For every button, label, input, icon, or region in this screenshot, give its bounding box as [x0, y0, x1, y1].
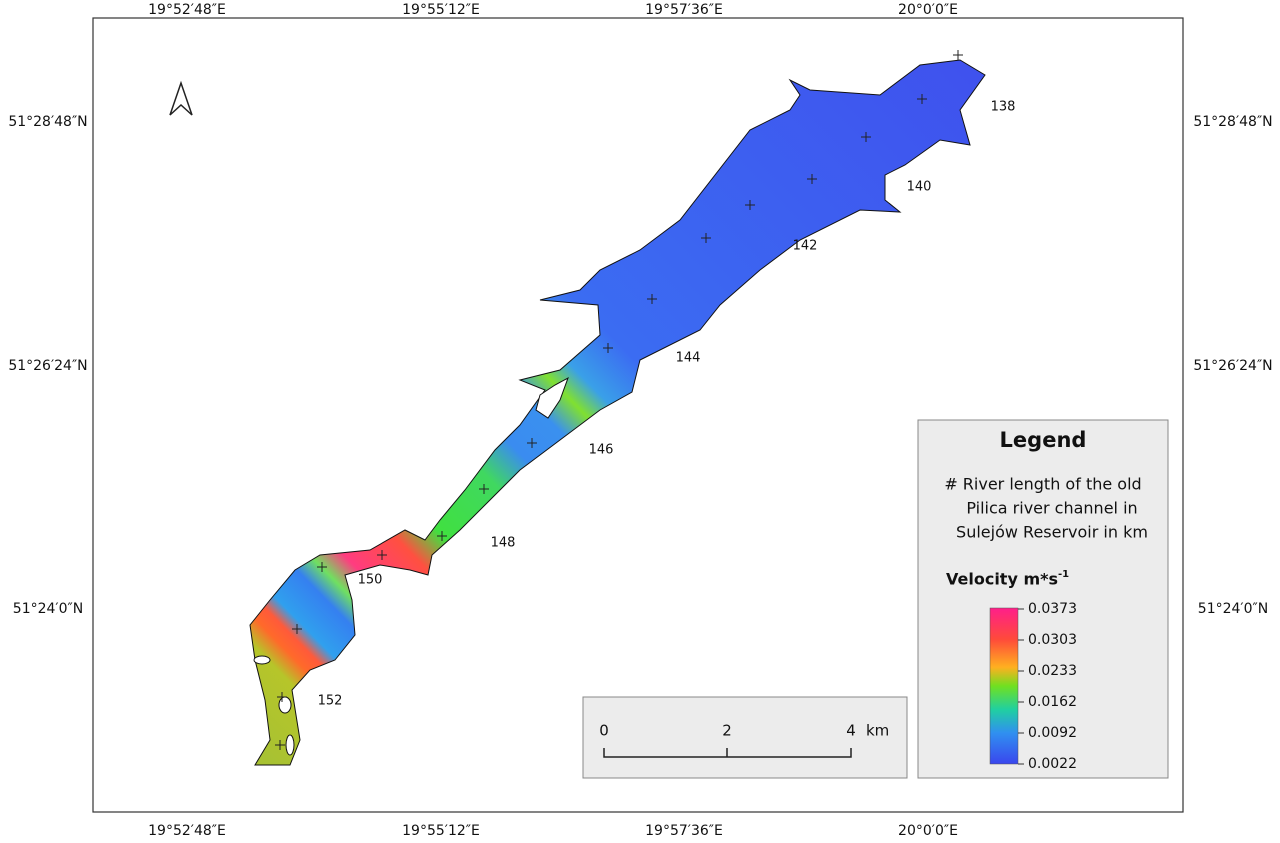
island: [278, 696, 292, 714]
scale-label: 2: [722, 722, 732, 740]
km-cross: [292, 624, 302, 634]
river-km-label: 148: [491, 536, 516, 551]
scale-unit: km: [866, 722, 889, 740]
legend-title: Legend: [1000, 428, 1087, 452]
colorbar-label: 0.0373: [1028, 601, 1077, 617]
colorbar: [989, 607, 1019, 765]
km-cross: [275, 740, 285, 750]
longitude-label: 19°52′48″E: [148, 2, 226, 18]
colorbar-label: 0.0022: [1028, 756, 1077, 772]
north-arrow: [169, 80, 193, 116]
km-cross: [917, 94, 927, 104]
river-km-label: 138: [991, 100, 1016, 115]
river-km-label: 150: [358, 573, 383, 588]
km-cross: [861, 132, 871, 142]
scale-box: [582, 696, 908, 779]
longitude-label: 19°55′12″E: [402, 2, 480, 18]
latitude-label: 51°28′48″N: [1193, 114, 1272, 130]
colorbar-label: 0.0233: [1028, 663, 1077, 679]
legend-description: # River length of the old: [944, 475, 1141, 494]
longitude-label: 19°52′48″E: [148, 823, 226, 839]
km-cross: [745, 200, 755, 210]
km-cross: [701, 233, 711, 243]
river-km-label: 152: [318, 694, 343, 709]
island: [535, 376, 569, 419]
velocity-exponent: -1: [1058, 569, 1069, 580]
legend-box: [917, 419, 1169, 779]
km-cross: [647, 294, 657, 304]
latitude-label: 51°24′0″N: [13, 601, 83, 617]
latitude-label: 51°28′48″N: [8, 114, 87, 130]
km-cross: [479, 484, 489, 494]
km-cross: [953, 50, 963, 60]
island: [253, 655, 271, 665]
longitude-label: 19°57′36″E: [645, 2, 723, 18]
km-cross: [603, 343, 613, 353]
latitude-label: 51°26′24″N: [1193, 358, 1272, 374]
km-markers: [275, 50, 963, 750]
scale-label: 4: [846, 722, 856, 740]
river-km-label: 142: [793, 239, 818, 254]
km-cross: [277, 692, 287, 702]
latitude-label: 51°24′0″N: [1198, 601, 1268, 617]
scale-label: 0: [599, 722, 609, 740]
km-cross: [807, 174, 817, 184]
colorbar-label: 0.0303: [1028, 632, 1077, 648]
velocity-title: Velocity m*s-1: [946, 569, 1069, 589]
longitude-label: 20°0′0″E: [898, 823, 958, 839]
longitude-label: 20°0′0″E: [898, 2, 958, 18]
km-cross: [527, 438, 537, 448]
legend-description: Sulejów Reservoir in km: [956, 523, 1148, 542]
colorbar-label: 0.0162: [1028, 694, 1077, 710]
km-cross: [317, 562, 327, 572]
colorbar-label: 0.0092: [1028, 725, 1077, 741]
reservoir: [249, 59, 986, 766]
river-km-label: 144: [676, 351, 701, 366]
km-cross: [437, 531, 447, 541]
island: [285, 734, 295, 756]
longitude-label: 19°55′12″E: [402, 823, 480, 839]
river-km-label: 146: [589, 443, 614, 458]
legend-description: Pilica river channel in: [966, 499, 1137, 518]
km-cross: [377, 550, 387, 560]
latitude-label: 51°26′24″N: [8, 358, 87, 374]
river-km-label: 140: [907, 180, 932, 195]
longitude-label: 19°57′36″E: [645, 823, 723, 839]
